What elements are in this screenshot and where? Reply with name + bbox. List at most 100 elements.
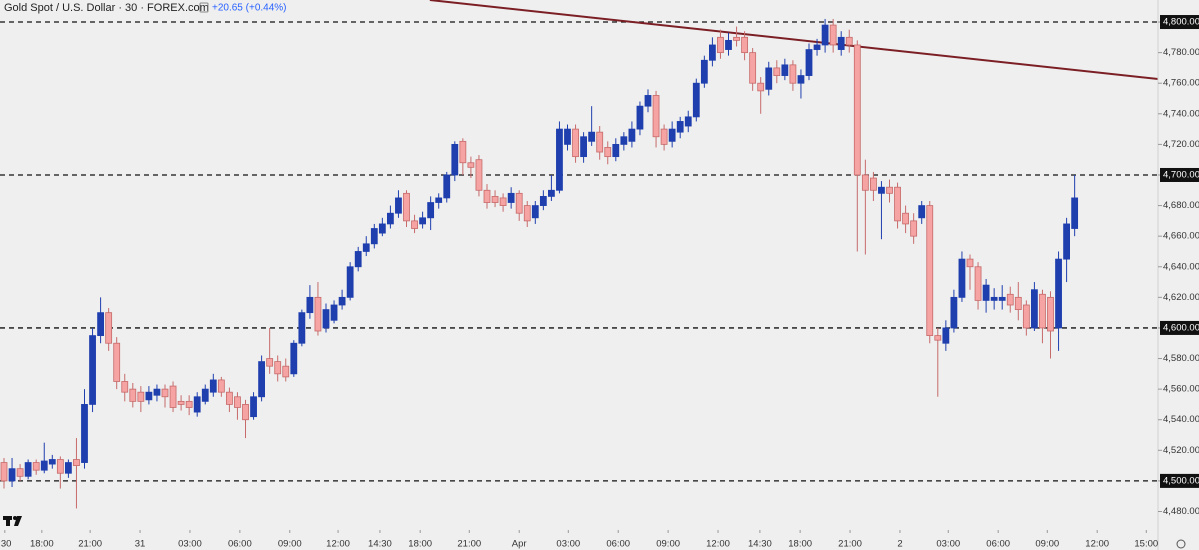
candle-body (1055, 258, 1062, 329)
candle-body (419, 217, 427, 225)
candle-body (1047, 296, 1054, 332)
candle-body (225, 391, 233, 405)
candle-body (298, 312, 306, 344)
candle-body (105, 312, 113, 344)
candle-body (354, 251, 362, 268)
y-tick-label: 4,700.00 (1163, 169, 1199, 180)
y-tick-label: 4,620.00 (1163, 292, 1199, 303)
candle-body (1039, 293, 1046, 329)
candle-body (902, 212, 909, 225)
candle-body (894, 186, 901, 222)
candle-body (926, 205, 934, 336)
candle-body (153, 388, 161, 396)
candle-body (65, 462, 72, 474)
candle-body (169, 385, 177, 408)
candle-body (717, 36, 724, 54)
candle-body (250, 396, 257, 418)
candle-body (789, 64, 797, 84)
candle-body (338, 296, 346, 306)
x-tick-label: 09:00 (1035, 539, 1059, 550)
candle-body (934, 335, 942, 341)
candle-body (322, 309, 330, 329)
x-tick-label: 21:00 (457, 539, 481, 550)
candle-body (821, 24, 829, 46)
candle-body (853, 44, 861, 176)
candle-body (765, 67, 773, 90)
candle-body (177, 400, 185, 405)
settings-icon[interactable] (1176, 539, 1186, 549)
level-label-box (1160, 320, 1199, 335)
candle-body (395, 197, 402, 214)
candle-body (660, 128, 668, 145)
candle-body (1071, 197, 1079, 229)
candle-body (113, 342, 121, 382)
candle-body (974, 266, 982, 301)
candle-body (644, 95, 652, 107)
x-tick-label: 03:00 (936, 539, 960, 550)
candle-body (604, 147, 612, 158)
candle-body (378, 223, 386, 234)
candle-body (411, 220, 418, 229)
candle-body (129, 388, 137, 402)
x-tick-label: 2 (897, 539, 902, 550)
candle-body (306, 296, 314, 314)
candle-body (684, 116, 692, 127)
candle-body (89, 335, 96, 405)
x-tick-label: 06:00 (606, 539, 630, 550)
candle-body (709, 44, 716, 61)
x-tick-label: 21:00 (78, 539, 102, 550)
candle-body (266, 358, 274, 367)
x-tick-label: 14:30 (748, 539, 772, 550)
y-tick-label: 4,800.00 (1163, 17, 1199, 28)
y-tick-label: 4,500.00 (1163, 475, 1199, 486)
candle-body (32, 462, 40, 471)
candle-body (451, 143, 459, 176)
y-tick-label: 4,520.00 (1163, 445, 1199, 456)
candle-body (837, 36, 845, 50)
candle-body (733, 36, 740, 41)
x-tick-label: 06:00 (228, 539, 252, 550)
candle-body (548, 189, 555, 197)
candle-body (314, 296, 322, 332)
candle-body (370, 228, 378, 245)
y-tick-label: 4,560.00 (1163, 384, 1199, 395)
candle-body (523, 205, 531, 222)
candle-body (346, 266, 354, 298)
candle-body (483, 189, 491, 203)
candle-body (1031, 289, 1038, 329)
candle-body (97, 312, 104, 336)
candle-body (201, 388, 209, 402)
candle-body (572, 128, 579, 158)
change-label: +20.65 (+0.44%) (212, 3, 287, 14)
candle-body (813, 44, 821, 50)
x-tick-label: 03:00 (556, 539, 580, 550)
candle-body (580, 136, 587, 158)
candle-body (499, 197, 507, 206)
candle-body (628, 128, 636, 142)
candle-body (861, 174, 869, 191)
candle-body (209, 379, 217, 393)
x-tick-label: 12:00 (326, 539, 350, 550)
level-label-box (1160, 15, 1199, 30)
candle-body (870, 177, 877, 191)
candle-body (258, 361, 266, 398)
candle-body (805, 49, 813, 76)
y-tick-label: 4,600.00 (1163, 322, 1199, 333)
x-tick-label: 09:00 (278, 539, 302, 550)
x-tick-label: 31 (135, 539, 146, 550)
candle-body (386, 212, 394, 225)
candle-body (475, 159, 483, 191)
y-tick-label: 4,740.00 (1163, 108, 1199, 119)
candle-body (620, 136, 628, 145)
x-tick-label: 21:00 (838, 539, 862, 550)
candle-body (878, 186, 885, 194)
candle-body (40, 460, 48, 471)
candle-body (491, 195, 499, 203)
candle-body (982, 284, 990, 301)
candle-body (845, 36, 853, 46)
candle-body (507, 192, 515, 203)
y-tick-label: 4,660.00 (1163, 231, 1199, 242)
